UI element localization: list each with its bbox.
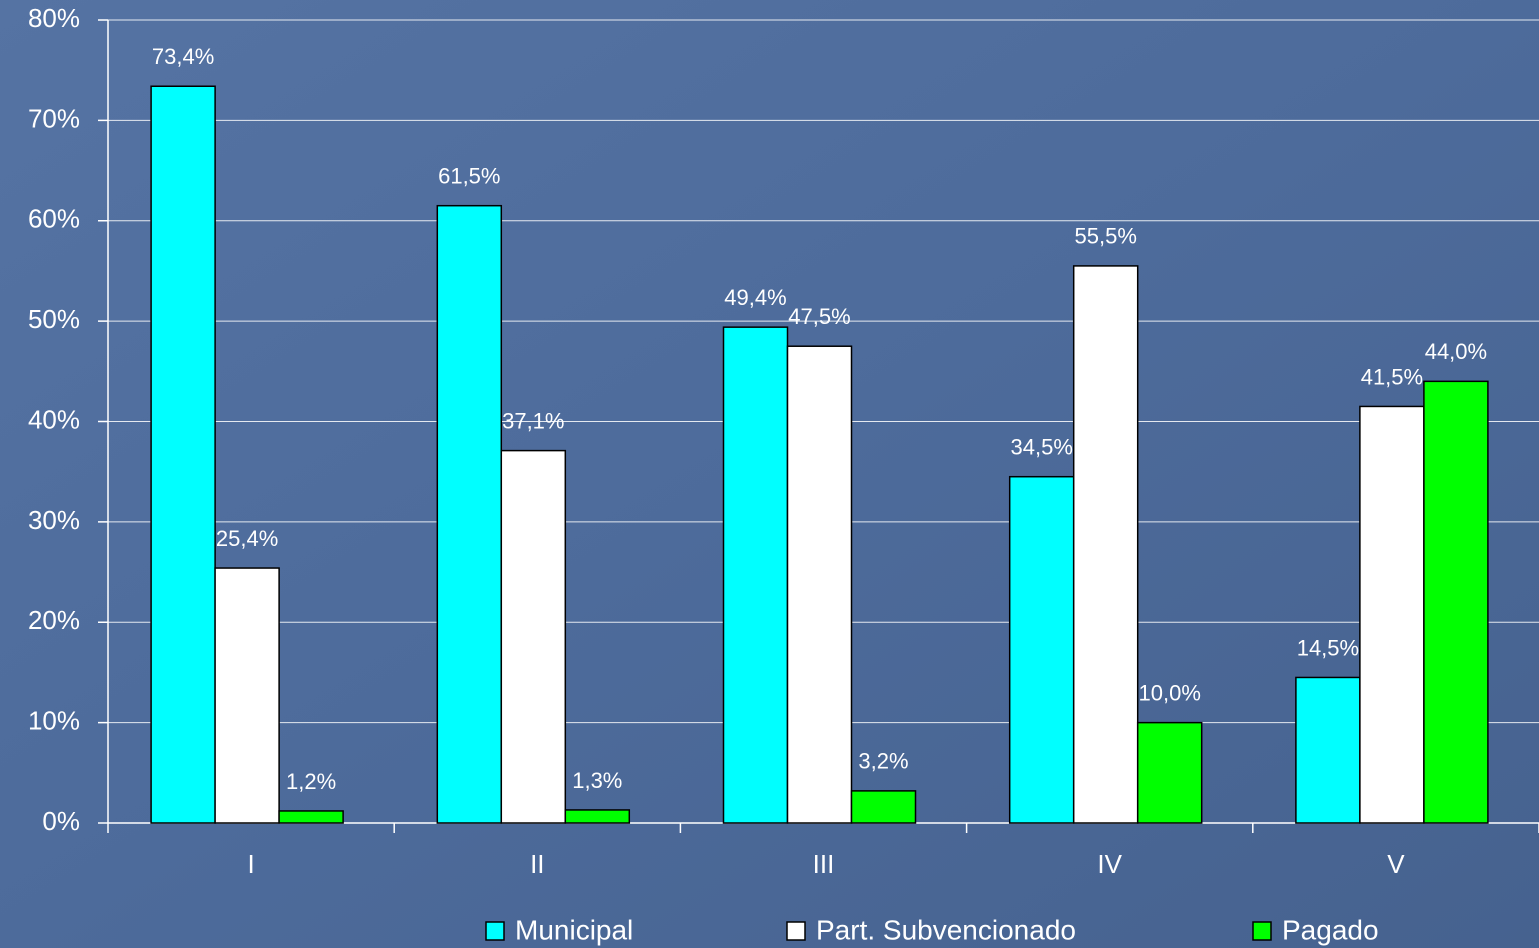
value-label: 10,0% (1139, 680, 1201, 705)
value-label: 73,4% (152, 44, 214, 69)
bar (436, 204, 503, 824)
bar (1072, 265, 1139, 824)
y-tick-label: 0% (42, 806, 80, 836)
bar (1359, 405, 1425, 824)
legend-label: Municipal (515, 914, 633, 945)
value-label: 61,5% (438, 164, 500, 189)
value-label: 14,5% (1297, 635, 1359, 660)
legend-label: Part. Subvencionado (816, 914, 1076, 945)
y-tick-label: 70% (28, 103, 80, 133)
x-tick-label: I (247, 849, 254, 879)
bar (1136, 721, 1203, 824)
bar (214, 567, 280, 824)
value-label: 47,5% (788, 304, 850, 329)
y-tick-label: 80% (28, 3, 80, 33)
bar (786, 345, 853, 824)
y-tick-label: 40% (28, 404, 80, 434)
x-tick-label: IV (1097, 849, 1122, 879)
bar (1423, 380, 1489, 824)
value-label: 37,1% (502, 408, 564, 433)
legend-swatch (485, 921, 505, 941)
y-tick-label: 30% (28, 505, 80, 535)
y-tick-label: 20% (28, 605, 80, 635)
legend-label: Pagado (1282, 914, 1379, 945)
bar (1008, 475, 1075, 824)
value-label: 3,2% (858, 749, 908, 774)
value-label: 34,5% (1011, 435, 1073, 460)
value-label: 55,5% (1075, 224, 1137, 249)
value-label: 41,5% (1361, 364, 1423, 389)
bar (1295, 676, 1361, 824)
y-tick-label: 10% (28, 706, 80, 736)
value-label: 44,0% (1425, 339, 1487, 364)
value-label: 1,2% (286, 769, 336, 794)
x-tick-label: III (813, 849, 835, 879)
bar (500, 449, 567, 824)
y-tick-label: 50% (28, 304, 80, 334)
bar (850, 790, 917, 824)
value-label: 1,3% (572, 768, 622, 793)
value-label: 25,4% (216, 526, 278, 551)
bar (722, 326, 789, 824)
value-label: 49,4% (724, 285, 786, 310)
bar (564, 809, 631, 824)
bar (278, 810, 344, 824)
y-tick-label: 60% (28, 204, 80, 234)
legend-swatch (1252, 921, 1272, 941)
bar (150, 85, 216, 824)
x-tick-label: II (530, 849, 544, 879)
legend-swatch (786, 921, 806, 941)
x-tick-label: V (1387, 849, 1405, 879)
